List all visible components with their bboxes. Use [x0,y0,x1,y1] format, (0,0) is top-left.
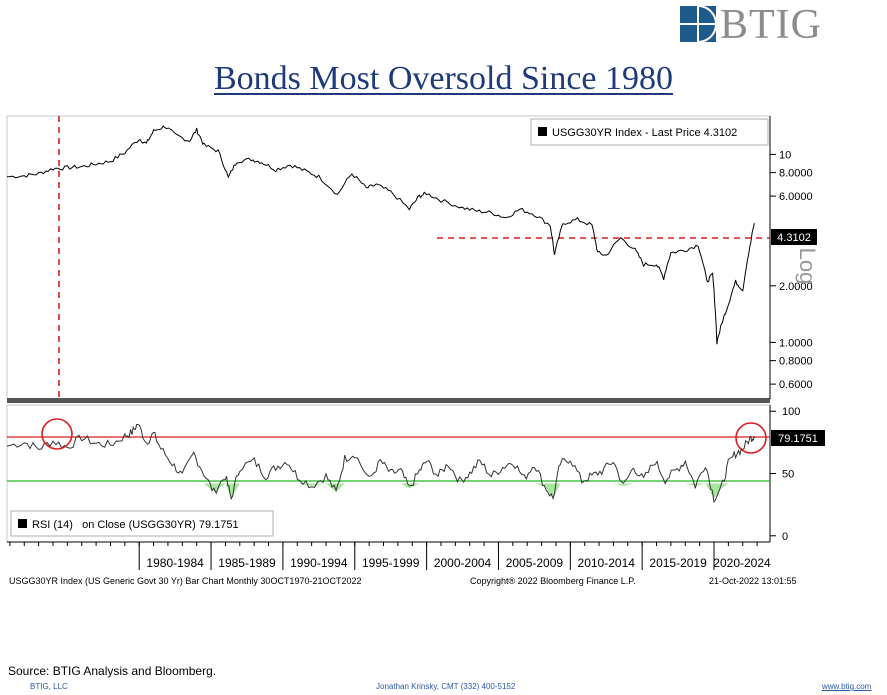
upper-legend: USGG30YR Index - Last Price 4.3102 [530,118,769,146]
page-title-text: Bonds Most Oversold Since 1980 [214,60,673,97]
x-axis-label: 1980-1984 [146,556,204,570]
footer-source: Source: BTIG Analysis and Bloomberg. [8,664,217,678]
rsi-oversold-fill [213,483,226,493]
lower-y-ticks: 100 50 0 [770,406,800,543]
last-rsi-box: 79.1751 [771,430,825,446]
last-price-label: 4.3102 [777,232,811,244]
lower-legend: RSI (14) on Close (USGG30YR) 79.1751 [10,510,274,537]
rsi-oversold-fill [409,483,420,489]
panel-divider [7,398,770,403]
rsi-oversold-fill [705,483,715,499]
rsi-oversold-fill [203,483,214,493]
x-axis-ticks: 1980-1984 1985-1989 1990-1994 1995-1999 2000… [9,542,771,570]
x-axis-label: 1985-1989 [218,556,276,570]
yield-line [6,125,755,345]
x-axis-label: 1995-1999 [362,556,420,570]
rsi-line [6,424,755,504]
rsi-1980-highlight-circle [41,418,73,450]
upper-y-tick-label: 0.8000 [779,356,813,368]
rsi-oversold-fill [685,483,696,486]
rsi-oversold-fill [400,483,410,489]
btig-logo: BTIG [680,2,830,48]
upper-y-tick-label: 10 [779,149,791,161]
bottom-info-left: USGG30YR Index (US Generic Govt 30 Yr) B… [9,576,362,586]
rsi-oversold-fill [714,483,722,499]
bloomberg-chart: 10 8.0000 6.0000 2.0000 1.0000 0.8000 0.6000 1… [6,115,825,586]
rsi-oversold-fill [311,483,327,486]
rsi-2022-highlight-circle [735,422,767,454]
upper-y-tick-label: 6.0000 [779,191,813,203]
log-scale-label: Log [795,248,820,285]
x-axis-label: 2005-2009 [506,556,564,570]
rsi-oversold-fill [336,483,345,493]
page-title: Bonds Most Oversold Since 1980 [0,60,887,98]
footer-website-link[interactable]: www.btig.com [822,682,872,691]
upper-legend-text: USGG30YR Index - Last Price 4.3102 [552,127,737,139]
upper-legend-swatch [538,127,547,136]
last-price-box: 4.3102 [771,229,817,245]
x-axis-label: 2015-2019 [649,556,707,570]
btig-logo-mark [680,6,716,42]
upper-y-ticks: 10 8.0000 6.0000 2.0000 1.0000 0.8000 0.6000 [770,149,813,391]
x-axis-label: 2020-2024 [713,556,771,570]
lower-y-tick-label: 50 [782,469,794,481]
x-axis-label: 2010-2014 [578,556,636,570]
footer-contact: Jonathan Krinsky, CMT (332) 400-5152 [376,682,516,691]
rsi-fill-group [203,483,729,499]
upper-y-tick-label: 1.0000 [779,337,813,349]
rsi-oversold-fill [553,483,561,499]
bottom-info-right: 21-Oct-2022 13:01:55 [709,576,797,586]
bottom-info-center: Copyright® 2022 Bloomberg Finance L.P. [470,576,636,586]
lower-y-tick-label: 100 [782,406,800,418]
btig-logo-text: BTIG [720,2,822,48]
rsi-oversold-fill [721,483,729,489]
rsi-oversold-fill [613,483,624,486]
upper-panel-frame [6,115,771,400]
x-axis-label: 1990-1994 [290,556,348,570]
rsi-oversold-fill [297,483,312,486]
last-rsi-label: 79.1751 [778,433,818,445]
footer-firm: BTIG, LLC [30,682,68,691]
upper-y-tick-label: 8.0000 [779,168,813,180]
upper-y-tick-label: 2.0000 [779,281,813,293]
lower-legend-swatch [18,519,27,528]
x-axis-label: 2000-2004 [434,556,492,570]
upper-y-tick-label: 0.6000 [779,379,813,391]
rsi-oversold-fill [695,483,706,486]
lower-y-tick-label: 0 [782,531,788,543]
lower-legend-text: RSI (14) on Close (USGG30YR) 79.1751 [32,519,239,531]
rsi-oversold-fill [231,483,240,499]
rsi-oversold-fill [623,483,634,486]
rsi-oversold-fill [225,483,232,499]
